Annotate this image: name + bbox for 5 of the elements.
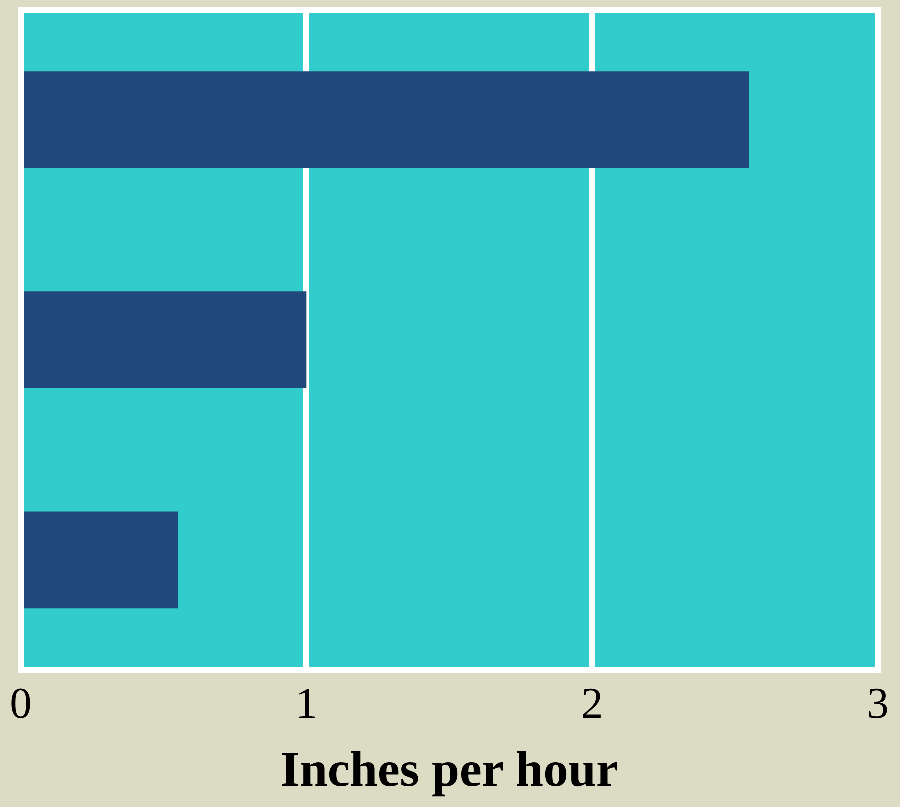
x-tick-label: 0 <box>10 679 32 728</box>
x-axis-title: Inches per hour <box>280 740 619 797</box>
x-tick-label: 3 <box>867 679 889 728</box>
x-tick-label: 2 <box>581 679 604 728</box>
x-tick-label: 1 <box>296 679 318 728</box>
